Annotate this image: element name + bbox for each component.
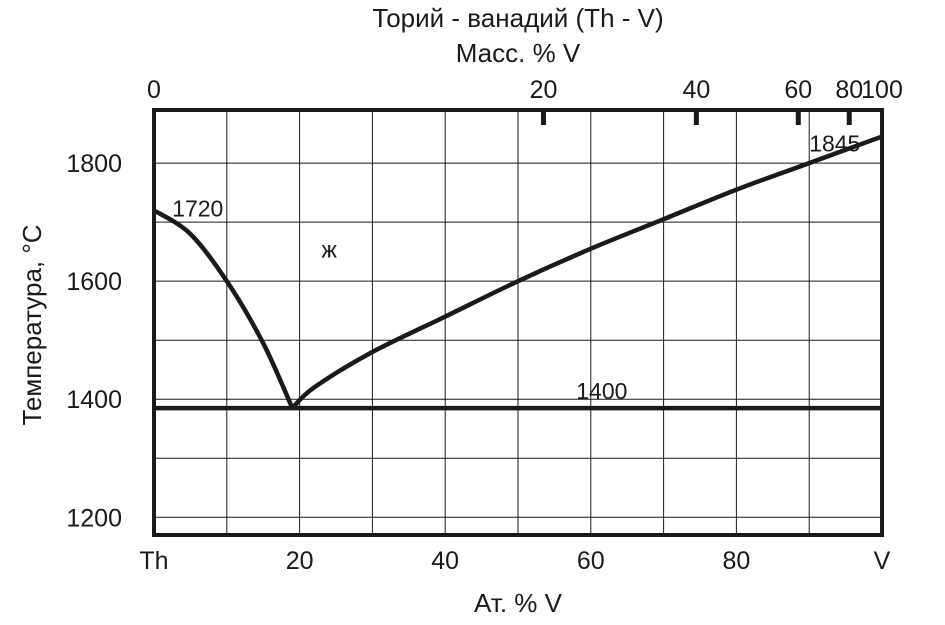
x-tick-label: 40 <box>431 547 459 575</box>
annotation-label: ж <box>321 237 337 263</box>
top-axis-tick-label: 20 <box>530 76 558 104</box>
y-tick-label: 1200 <box>66 504 122 532</box>
plot-frame <box>152 108 884 537</box>
x-axis-label: Ат. % V <box>474 588 563 618</box>
series-line-liquidus-th <box>152 208 295 410</box>
plot-marks <box>152 134 883 411</box>
y-axis-label: Температура, °С <box>17 224 47 425</box>
top-axis-tick-label: 40 <box>682 76 710 104</box>
top-axis-tick-label: 60 <box>784 76 812 104</box>
x-tick-label: 60 <box>577 547 605 575</box>
x-tick-label: 20 <box>286 547 314 575</box>
x-tick-label: 80 <box>722 547 750 575</box>
y-tick-label: 1400 <box>66 386 122 414</box>
x-tick-label: Th <box>139 547 168 575</box>
top-axis-tick-label: 100 <box>861 76 903 104</box>
chart-title: Торий - ванадий (Th - V) <box>372 3 663 33</box>
annotation-label: 1720 <box>172 195 223 221</box>
top-axis-tick-label: 80 <box>835 76 863 104</box>
y-tick-label: 1800 <box>66 150 122 178</box>
x-tick-label: V <box>874 547 891 575</box>
top-axis-tick-label: 0 <box>147 76 161 104</box>
annotation-label: 1845 <box>809 130 860 156</box>
y-tick-label: 1600 <box>66 268 122 296</box>
annotation-layer: 1720 1845 ж 1400 <box>172 130 860 404</box>
top-axis-title: Масс. % V <box>456 38 581 68</box>
grid <box>154 110 882 535</box>
annotation-label: 1400 <box>576 378 627 404</box>
series-line-liquidus-v <box>290 134 883 410</box>
